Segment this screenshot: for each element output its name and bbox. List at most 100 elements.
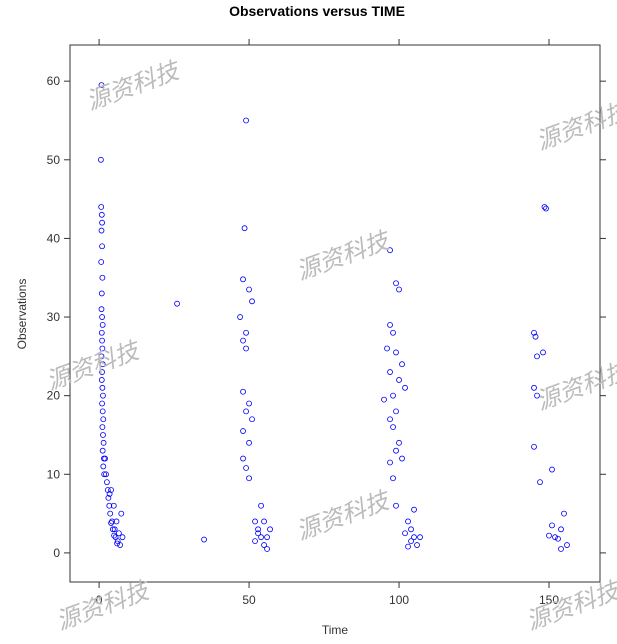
x-tick-label: 150 xyxy=(539,593,559,607)
point xyxy=(174,300,180,307)
point xyxy=(99,314,105,320)
point xyxy=(546,532,552,539)
point xyxy=(240,455,246,462)
point xyxy=(255,530,261,537)
point xyxy=(243,345,249,352)
point xyxy=(243,408,249,415)
point xyxy=(396,377,402,383)
point xyxy=(114,540,120,547)
point xyxy=(558,526,564,533)
point xyxy=(99,424,106,431)
point xyxy=(101,471,108,478)
point xyxy=(541,204,548,210)
point xyxy=(396,439,402,446)
point xyxy=(393,349,399,356)
point xyxy=(98,227,105,234)
point xyxy=(98,259,105,265)
point xyxy=(264,546,270,552)
point xyxy=(103,471,109,478)
point xyxy=(98,353,105,360)
point xyxy=(241,225,248,232)
watermark: 源资科技 xyxy=(293,226,395,285)
point xyxy=(531,329,537,336)
point xyxy=(107,510,114,517)
point xyxy=(106,502,113,509)
point xyxy=(109,526,116,533)
point xyxy=(402,530,408,537)
point xyxy=(99,447,106,454)
point xyxy=(249,298,255,305)
x-tick-label: 100 xyxy=(389,593,409,607)
point xyxy=(99,400,105,407)
x-tick-label: 0 xyxy=(96,593,103,607)
point xyxy=(540,349,546,356)
watermark: 源资科技 xyxy=(43,336,145,395)
point xyxy=(390,475,396,482)
point xyxy=(390,424,396,431)
point xyxy=(258,534,264,541)
point xyxy=(99,408,106,415)
point xyxy=(264,534,270,541)
point xyxy=(117,542,123,548)
point xyxy=(402,384,408,391)
point xyxy=(534,392,540,399)
point xyxy=(240,276,246,283)
point xyxy=(98,329,105,336)
point xyxy=(108,520,114,526)
point xyxy=(387,247,393,254)
watermark: 源资科技 xyxy=(293,486,395,545)
point xyxy=(405,543,411,550)
point xyxy=(100,416,107,423)
point xyxy=(408,526,414,533)
point xyxy=(408,538,414,545)
point xyxy=(393,280,399,287)
point xyxy=(549,466,555,473)
point xyxy=(252,518,258,525)
point xyxy=(249,416,255,423)
point xyxy=(98,306,105,313)
point xyxy=(387,459,393,466)
watermark: 源资科技 xyxy=(533,356,617,415)
point xyxy=(105,494,112,501)
point xyxy=(267,526,273,533)
point xyxy=(387,416,393,423)
point xyxy=(246,286,252,293)
point xyxy=(103,479,110,486)
y-tick-label: 60 xyxy=(47,74,61,88)
point xyxy=(381,396,387,403)
point xyxy=(98,204,105,210)
point xyxy=(405,518,411,525)
point xyxy=(399,361,405,368)
point xyxy=(558,546,564,552)
point xyxy=(243,329,249,336)
point xyxy=(387,322,393,328)
point xyxy=(102,455,108,462)
point xyxy=(98,82,105,88)
point xyxy=(99,243,105,250)
point xyxy=(100,463,107,470)
point xyxy=(531,384,537,391)
point xyxy=(99,322,106,328)
point xyxy=(393,408,399,415)
point xyxy=(106,491,113,497)
point xyxy=(115,530,122,537)
point xyxy=(240,428,246,434)
point xyxy=(243,117,249,124)
y-tick-label: 20 xyxy=(47,389,61,403)
y-tick-label: 30 xyxy=(47,310,61,324)
point xyxy=(384,345,390,352)
point xyxy=(246,400,252,407)
y-tick-label: 50 xyxy=(47,153,61,167)
point xyxy=(99,384,106,391)
y-tick-label: 10 xyxy=(47,467,61,481)
point xyxy=(387,369,393,375)
point xyxy=(110,502,117,509)
point xyxy=(555,535,561,542)
point xyxy=(543,205,549,212)
point xyxy=(100,432,106,438)
point xyxy=(240,388,246,395)
point xyxy=(201,536,207,543)
point xyxy=(97,156,104,163)
point xyxy=(99,361,106,368)
